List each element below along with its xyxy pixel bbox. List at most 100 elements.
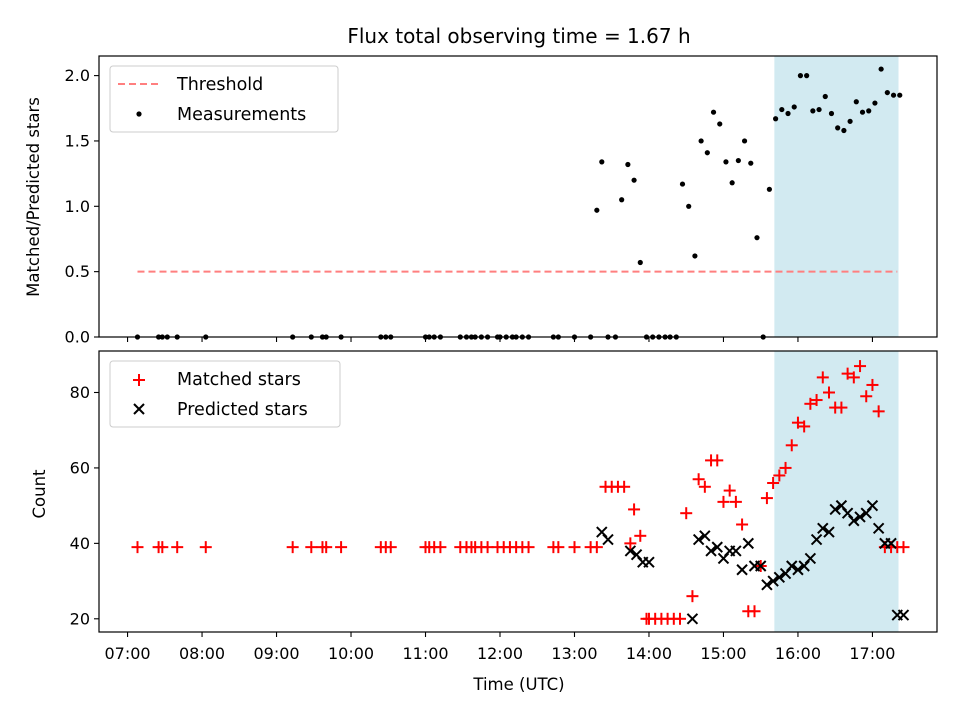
measurement-point (872, 100, 878, 106)
measurement-point (509, 334, 516, 340)
matched-star-point (835, 401, 848, 414)
predicted-star-point (792, 564, 804, 576)
matched-star-point (729, 495, 742, 508)
matched-star-point (305, 541, 318, 554)
matched-star-point (798, 420, 811, 433)
x-tick-label: 11:00 (402, 644, 448, 663)
measurement-point (203, 334, 209, 340)
measurement-point (773, 116, 779, 122)
measurement-point (503, 334, 509, 340)
matched-star-point (286, 541, 299, 554)
predicted-star-point (866, 499, 879, 512)
measurement-point (134, 334, 141, 340)
measurement-point (290, 334, 296, 340)
measurement-point (323, 334, 329, 340)
measurement-point (735, 157, 741, 164)
top-y-tick-label: 0.0 (65, 328, 90, 347)
measurement-point (513, 334, 519, 340)
measurement-point (729, 180, 735, 186)
measurement-point (667, 334, 673, 340)
matched-star-point (897, 541, 910, 554)
measurement-point (555, 334, 561, 340)
bottom-y-tick-label: 60 (70, 458, 90, 477)
x-tick-label: 08:00 (179, 644, 225, 663)
matched-star-point (680, 507, 693, 520)
measurement-point (890, 92, 897, 98)
bottom-y-tick-label: 20 (70, 609, 90, 628)
x-tick-label: 17:00 (849, 644, 895, 663)
measurement-point (625, 161, 631, 168)
predicted-star-point (736, 564, 748, 576)
legend-threshold-label: Threshold (176, 75, 263, 95)
top-y-tick-label: 1.5 (65, 131, 90, 150)
matched-star-point (847, 371, 860, 384)
matched-star-point (767, 477, 780, 490)
predicted-star-point (699, 530, 711, 542)
bottom-observing-window-shade (774, 351, 899, 632)
measurement-point (878, 66, 884, 72)
x-tick-label: 10:00 (328, 644, 374, 663)
measurement-point (550, 334, 556, 340)
predicted-star-point (885, 537, 897, 550)
measurement-point (723, 159, 729, 165)
chart-title: Flux total observing time = 1.67 h (347, 24, 690, 48)
top-y-axis-label: Matched/Predicted stars (24, 97, 43, 297)
measurement-point (791, 104, 797, 110)
predicted-star-point (829, 503, 841, 516)
measurement-point (174, 334, 180, 340)
measurement-point (679, 181, 686, 187)
matched-star-point (736, 518, 749, 531)
predicted-star-point (773, 571, 786, 584)
measurement-point (698, 138, 704, 144)
predicted-star-point (742, 537, 755, 550)
bottom-y-tick-label: 40 (70, 534, 90, 553)
predicted-star-point (786, 560, 798, 572)
matched-star-point (773, 469, 786, 482)
top-panel: 0.00.51.01.52.0 Matched/Predicted stars … (24, 55, 938, 347)
measurement-point (897, 92, 903, 98)
measurement-point (847, 118, 853, 124)
matched-star-point (723, 484, 736, 497)
predicted-star-point (711, 541, 723, 553)
x-tick-label: 07:00 (104, 644, 150, 663)
matched-star-point (522, 541, 535, 554)
measurement-point (835, 125, 841, 131)
measurement-point (588, 334, 594, 340)
measurement-point (717, 121, 723, 127)
predicted-star-point (804, 552, 817, 565)
matched-star-point (568, 541, 581, 554)
measurement-point (637, 259, 643, 266)
x-tick-label: 13:00 (551, 644, 597, 663)
matched-star-point (634, 529, 647, 542)
matched-star-point (335, 541, 348, 554)
predicted-star-point (730, 545, 742, 557)
predicted-star-point (761, 579, 773, 591)
measurement-point (338, 334, 344, 340)
matched-star-point (552, 541, 565, 554)
matched-star-point (791, 416, 804, 429)
matched-star-point (866, 378, 879, 391)
measurement-point (383, 334, 389, 340)
measurement-point (164, 334, 170, 340)
measurement-point (484, 334, 491, 340)
matched-star-point (618, 480, 631, 493)
matched-star-point (624, 537, 637, 550)
measurement-point (525, 334, 532, 340)
legend-predicted-marker (133, 403, 145, 415)
matched-star-point (854, 360, 867, 373)
predicted-star-point (755, 560, 767, 572)
measurement-point (704, 150, 710, 156)
measurement-point (388, 334, 394, 340)
matched-star-point (384, 541, 397, 554)
predicted-star-point (686, 613, 699, 625)
legend-matched-marker (133, 374, 145, 386)
bottom-panel: 20 40 60 80 07:00 08:00 09:00 10:00 11:00 12:00 1… (30, 350, 938, 694)
measurement-point (463, 334, 470, 340)
matched-star-point (748, 605, 761, 618)
legend-measurements-marker (136, 111, 142, 117)
measurement-point (650, 334, 656, 340)
x-tick-label: 09:00 (253, 644, 299, 663)
top-y-tick-label: 2.0 (65, 66, 90, 85)
predicted-star-point (705, 545, 717, 557)
